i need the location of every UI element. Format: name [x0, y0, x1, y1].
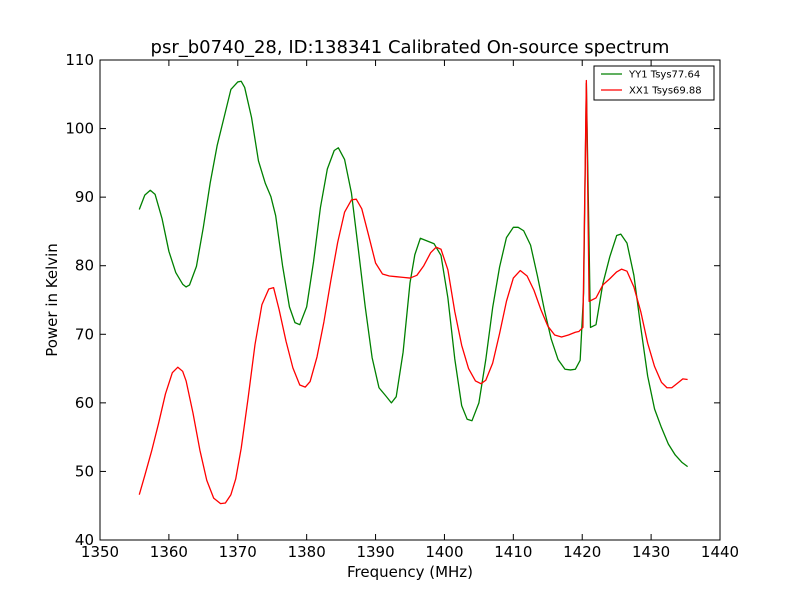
- x-tick-label: 1350: [81, 543, 119, 561]
- y-tick-label: 70: [75, 325, 94, 343]
- x-tick-label: 1410: [494, 543, 532, 561]
- legend-label-yy1: YY1 Tsys77.64: [628, 70, 700, 81]
- x-axis-label: Frequency (MHz): [347, 563, 473, 581]
- series-layer: [138, 79, 689, 505]
- y-tick-label: 90: [75, 188, 94, 206]
- series-line-yy1: [138, 80, 689, 468]
- y-tick-label: 50: [75, 462, 94, 480]
- x-tick-label: 1430: [632, 543, 670, 561]
- y-axis-label: Power in Kelvin: [43, 243, 61, 357]
- x-tick-label: 1420: [563, 543, 601, 561]
- x-tick-label: 1380: [288, 543, 326, 561]
- y-tick-label: 60: [75, 394, 94, 412]
- x-tick-label: 1400: [425, 543, 463, 561]
- y-tick-label: 40: [75, 531, 94, 549]
- legend: YY1 Tsys77.64 XX1 Tsys69.88: [593, 65, 715, 101]
- legend-box: [593, 65, 715, 101]
- axis-ticks: 1350 1360 1370 1380 1390 1400 1410 1420 1430 1440…: [65, 51, 739, 561]
- y-tick-label: 100: [65, 120, 94, 138]
- x-tick-label: 1360: [150, 543, 188, 561]
- plot-area-frame: [99, 59, 721, 541]
- legend-label-xx1: XX1 Tsys69.88: [629, 86, 702, 97]
- y-tick-label: 110: [65, 51, 94, 69]
- y-tick-label: 80: [75, 257, 94, 275]
- series-line-xx1: [138, 79, 688, 505]
- x-tick-label: 1370: [219, 543, 257, 561]
- chart-title: psr_b0740_28, ID:138341 Calibrated On-so…: [151, 37, 670, 58]
- x-tick-label: 1440: [701, 543, 739, 561]
- x-tick-label: 1390: [356, 543, 394, 561]
